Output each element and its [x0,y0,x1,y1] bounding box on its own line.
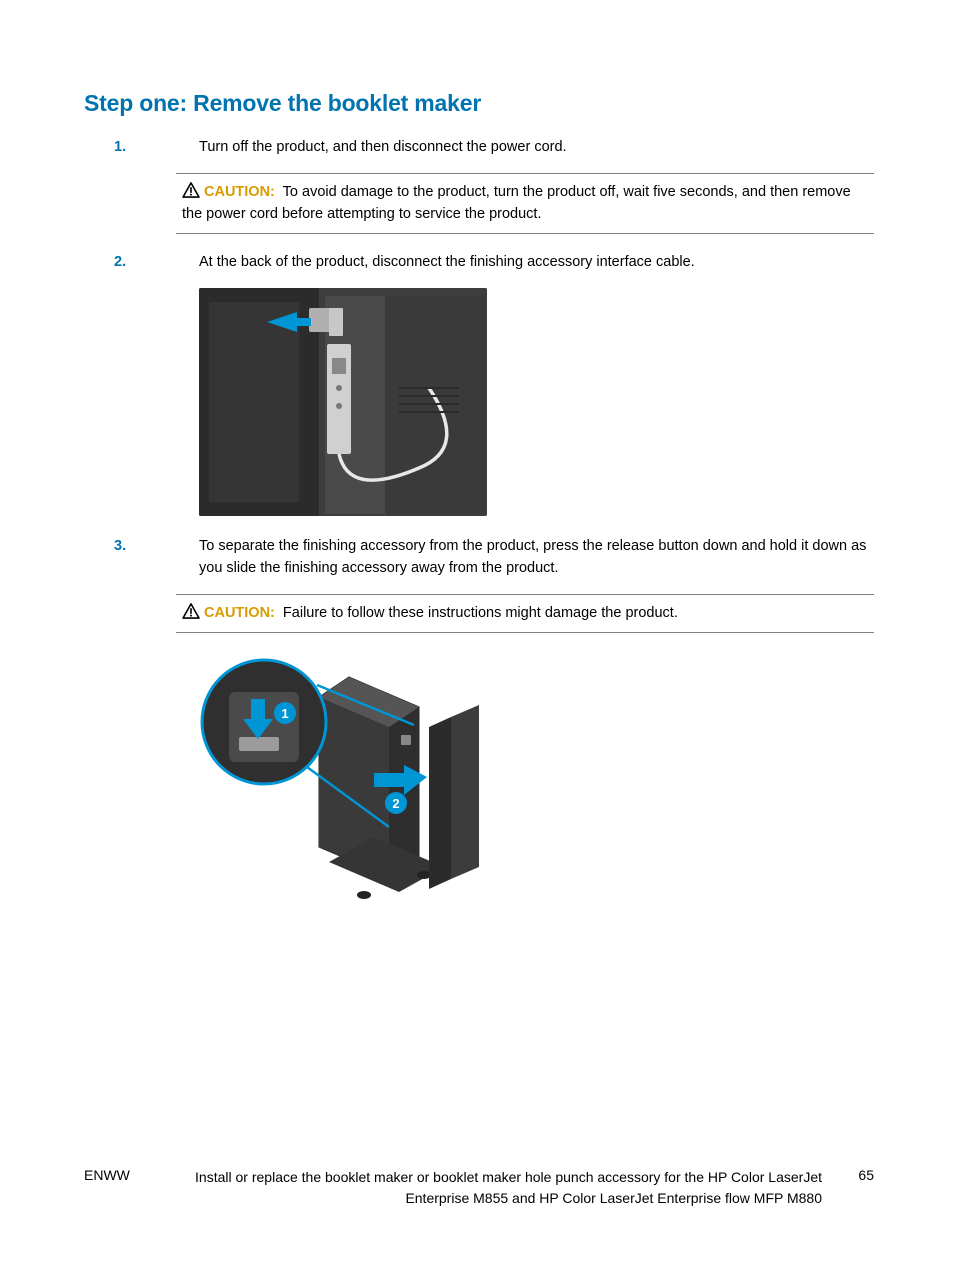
diagram-printer-rear-icon [199,288,487,516]
step-text: At the back of the product, disconnect t… [154,252,874,274]
document-page: Step one: Remove the booklet maker 1. Tu… [0,0,954,1270]
diagram-finishing-accessory-icon: 1 2 [199,647,499,917]
step-item: 1. Turn off the product, and then discon… [154,137,874,234]
section-heading: Step one: Remove the booklet maker [84,90,874,117]
caution-callout: CAUTION: Failure to follow these instruc… [176,594,874,634]
caution-text: Failure to follow these instructions mig… [283,605,678,621]
step-text: Turn off the product, and then disconnec… [154,137,874,159]
page-footer: ENWW Install or replace the booklet make… [84,1167,874,1208]
figure-cable-disconnect [199,288,487,516]
warning-icon [182,603,200,619]
caution-callout: CAUTION: To avoid damage to the product,… [176,173,874,235]
step-item: 2. At the back of the product, disconnec… [154,252,874,516]
page-number: 65 [842,1167,874,1183]
callout-number: 1 [281,706,288,721]
step-number: 1. [114,137,126,159]
footer-locale: ENWW [84,1167,130,1183]
ordered-steps: 1. Turn off the product, and then discon… [154,137,874,917]
caution-label: CAUTION: [204,184,275,200]
warning-icon [182,182,200,198]
footer-title: Install or replace the booklet maker or … [130,1167,842,1208]
figure-release-accessory: 1 2 [199,647,499,917]
caution-text: To avoid damage to the product, turn the… [182,184,851,222]
caution-label: CAUTION: [204,605,275,621]
step-text: To separate the finishing accessory from… [154,536,874,580]
step-item: 3. To separate the finishing accessory f… [154,536,874,917]
callout-number: 2 [392,796,399,811]
step-number: 3. [114,536,126,558]
step-number: 2. [114,252,126,274]
